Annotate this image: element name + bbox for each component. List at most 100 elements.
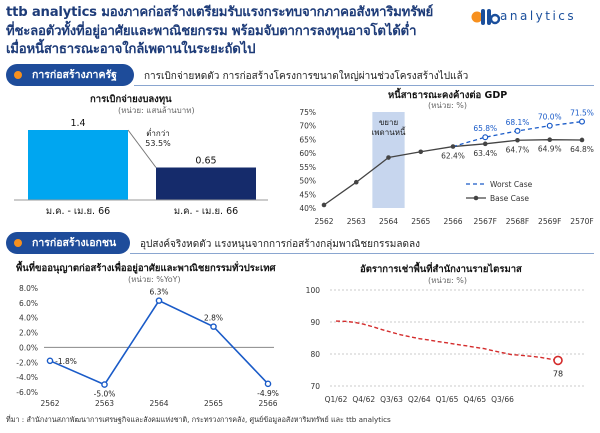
chart3-line: -6.0% -4.0% -2.0% 0.0% 2.0% 4.0% 6.0% 8.0% 2562 2…: [16, 284, 279, 408]
annotation-label: ต่ำกว่า: [146, 127, 170, 138]
worst-data-label: 70.0%: [538, 113, 562, 122]
x-tick-label: 2568F: [506, 217, 529, 226]
x-tick-label: 2569F: [538, 217, 561, 226]
base-point: [418, 149, 424, 155]
base-data-label: 64.9%: [538, 145, 562, 154]
base-data-label: 63.4%: [473, 149, 497, 158]
bar-value-label: 1.4: [70, 118, 85, 129]
permits-point: [155, 297, 163, 304]
y-tick-label: 75%: [299, 108, 316, 117]
connector-line: [127, 129, 157, 168]
x-tick-label: Q1/65: [436, 395, 459, 404]
y-tick-label: 6.0%: [19, 299, 38, 308]
bar-value-label: 0.65: [195, 156, 216, 167]
occupancy-end-label: 78: [553, 369, 563, 378]
debt-ceiling-highlight: [372, 112, 405, 208]
y-tick-label: -2.0%: [16, 358, 38, 367]
base-point: [321, 202, 327, 208]
x-tick-label: Q3/63: [380, 395, 403, 404]
y-tick-label: 100: [306, 286, 321, 295]
chart2-title: หนี้สาธารณะคงค้างต่อ GDP: [388, 90, 508, 101]
x-tick-label: Q2/64: [408, 395, 431, 404]
y-tick-label: 65%: [299, 135, 316, 144]
x-tick-label: 2563: [347, 217, 366, 226]
x-tick-label: Q4/62: [352, 395, 375, 404]
legend-base-marker: [473, 195, 479, 201]
base-point: [450, 144, 456, 149]
headline-line-3: เมื่อหนี้สาธารณะอาจใกล้เพดานในระยะถัดไป: [6, 42, 256, 57]
base-point: [515, 137, 520, 143]
chart1-bar: 1.4 ม.ค. - เม.ย. 66 0.65 ม.ค. - เม.ย. 66 ต่ำ…: [14, 118, 268, 217]
logo-wordmark: analytics: [500, 9, 577, 23]
x-tick-label: ม.ค. - เม.ย. 66: [174, 206, 238, 217]
permits-data-label: 6.3%: [149, 288, 168, 297]
section-public-label: การก่อสร้างภาครัฐ: [32, 69, 117, 81]
highlight-label: เพดานหนี้: [372, 126, 407, 137]
base-point: [482, 141, 488, 147]
x-tick-label: Q3/66: [491, 395, 514, 404]
headline-line-2: ที่ชะลอตัวทั้งที่อยู่อาศัยและพาณิชยกรรม …: [6, 23, 417, 39]
x-tick-label: 2563: [95, 399, 114, 408]
x-tick-label: 2570F: [570, 217, 593, 226]
y-tick-label: 60%: [299, 149, 316, 158]
base-point: [353, 179, 359, 185]
x-tick-label: 2564: [149, 399, 168, 408]
source-footnote: ที่มา : สำนักงานสภาพัฒนาการเศรษฐกิจและสั…: [6, 415, 391, 424]
worst-point: [546, 122, 553, 129]
y-tick-label: 50%: [299, 177, 316, 186]
x-tick-label: Q4/65: [463, 395, 486, 404]
chart3-title: พื้นที่ขออนุญาตก่อสร้างเพื่ออยู่อาศัยและ…: [16, 263, 276, 274]
base-data-label: 64.8%: [570, 145, 594, 154]
section-public-pill: การก่อสร้างภาครัฐ: [6, 64, 134, 86]
base-data-label: 62.4%: [441, 152, 465, 161]
x-tick-label: 2565: [411, 217, 430, 226]
base-point: [386, 155, 391, 160]
base-data-label: 64.7%: [506, 145, 530, 154]
y-tick-label: 90: [310, 318, 320, 327]
y-tick-label: 80: [310, 350, 320, 359]
headline-line-1: ttb analytics มองภาคก่อสร้างเตรียมรับแรง…: [6, 5, 434, 20]
x-tick-label: ม.ค. - เม.ย. 66: [46, 206, 110, 217]
x-tick-label: 2565: [204, 399, 223, 408]
permits-data-label: -4.9%: [257, 389, 279, 398]
worst-data-label: 68.1%: [506, 118, 530, 127]
chart4-line: 70 80 90 100 Q1/62 Q4/62 Q3/63 Q2/64 Q1/65 Q4/65 Q…: [306, 286, 584, 404]
section-private-divider: [130, 253, 594, 254]
highlight-label: ขยาย: [379, 118, 398, 127]
permits-data-label: 2.8%: [204, 314, 223, 323]
bar: [28, 130, 128, 200]
bar: [156, 167, 256, 200]
worst-point: [579, 118, 586, 125]
y-tick-label: -6.0%: [16, 388, 38, 397]
permits-data-label: -5.0%: [94, 390, 116, 399]
y-tick-label: 70: [310, 382, 320, 391]
page-headline: ttb analytics มองภาคก่อสร้างเตรียมรับแรง…: [6, 4, 476, 60]
x-tick-label: 2566: [443, 217, 462, 226]
permits-point: [210, 323, 217, 330]
x-tick-label: 2562: [314, 217, 333, 226]
chart4-unit: (หน่วย: %): [428, 276, 468, 285]
y-tick-label: -4.0%: [16, 373, 38, 382]
permits-point: [101, 381, 108, 388]
y-tick-label: 8.0%: [19, 284, 38, 293]
y-tick-label: 2.0%: [19, 329, 38, 338]
y-tick-label: 4.0%: [19, 314, 38, 323]
x-tick-label: 2564: [379, 217, 398, 226]
ttb-analytics-logo: analytics: [470, 6, 594, 28]
y-tick-label: 55%: [299, 163, 316, 172]
chart3-unit: (หน่วย: %YoY): [128, 275, 181, 284]
base-point: [579, 137, 585, 143]
legend-base-label: Base Case: [490, 194, 529, 203]
section-private-pill: การก่อสร้างเอกชน: [6, 232, 130, 254]
legend-worst-label: Worst Case: [490, 180, 533, 189]
section-public-desc: การเบิกจ่ายหดตัว การก่อสร้างโครงการขนาดใ…: [144, 71, 469, 82]
occupancy-end-point: [553, 355, 563, 366]
y-tick-label: 70%: [299, 122, 316, 131]
worst-point: [514, 127, 521, 134]
chart1-title: การเบิกจ่ายงบลงทุน: [90, 94, 172, 105]
permits-series-line: [49, 299, 269, 386]
worst-point: [482, 134, 489, 141]
section-private-desc: อุปสงค์จริงหดตัว แรงหนุนจากการก่อสร้างกล…: [140, 239, 421, 250]
chart2-unit: (หน่วย: %): [428, 101, 468, 110]
